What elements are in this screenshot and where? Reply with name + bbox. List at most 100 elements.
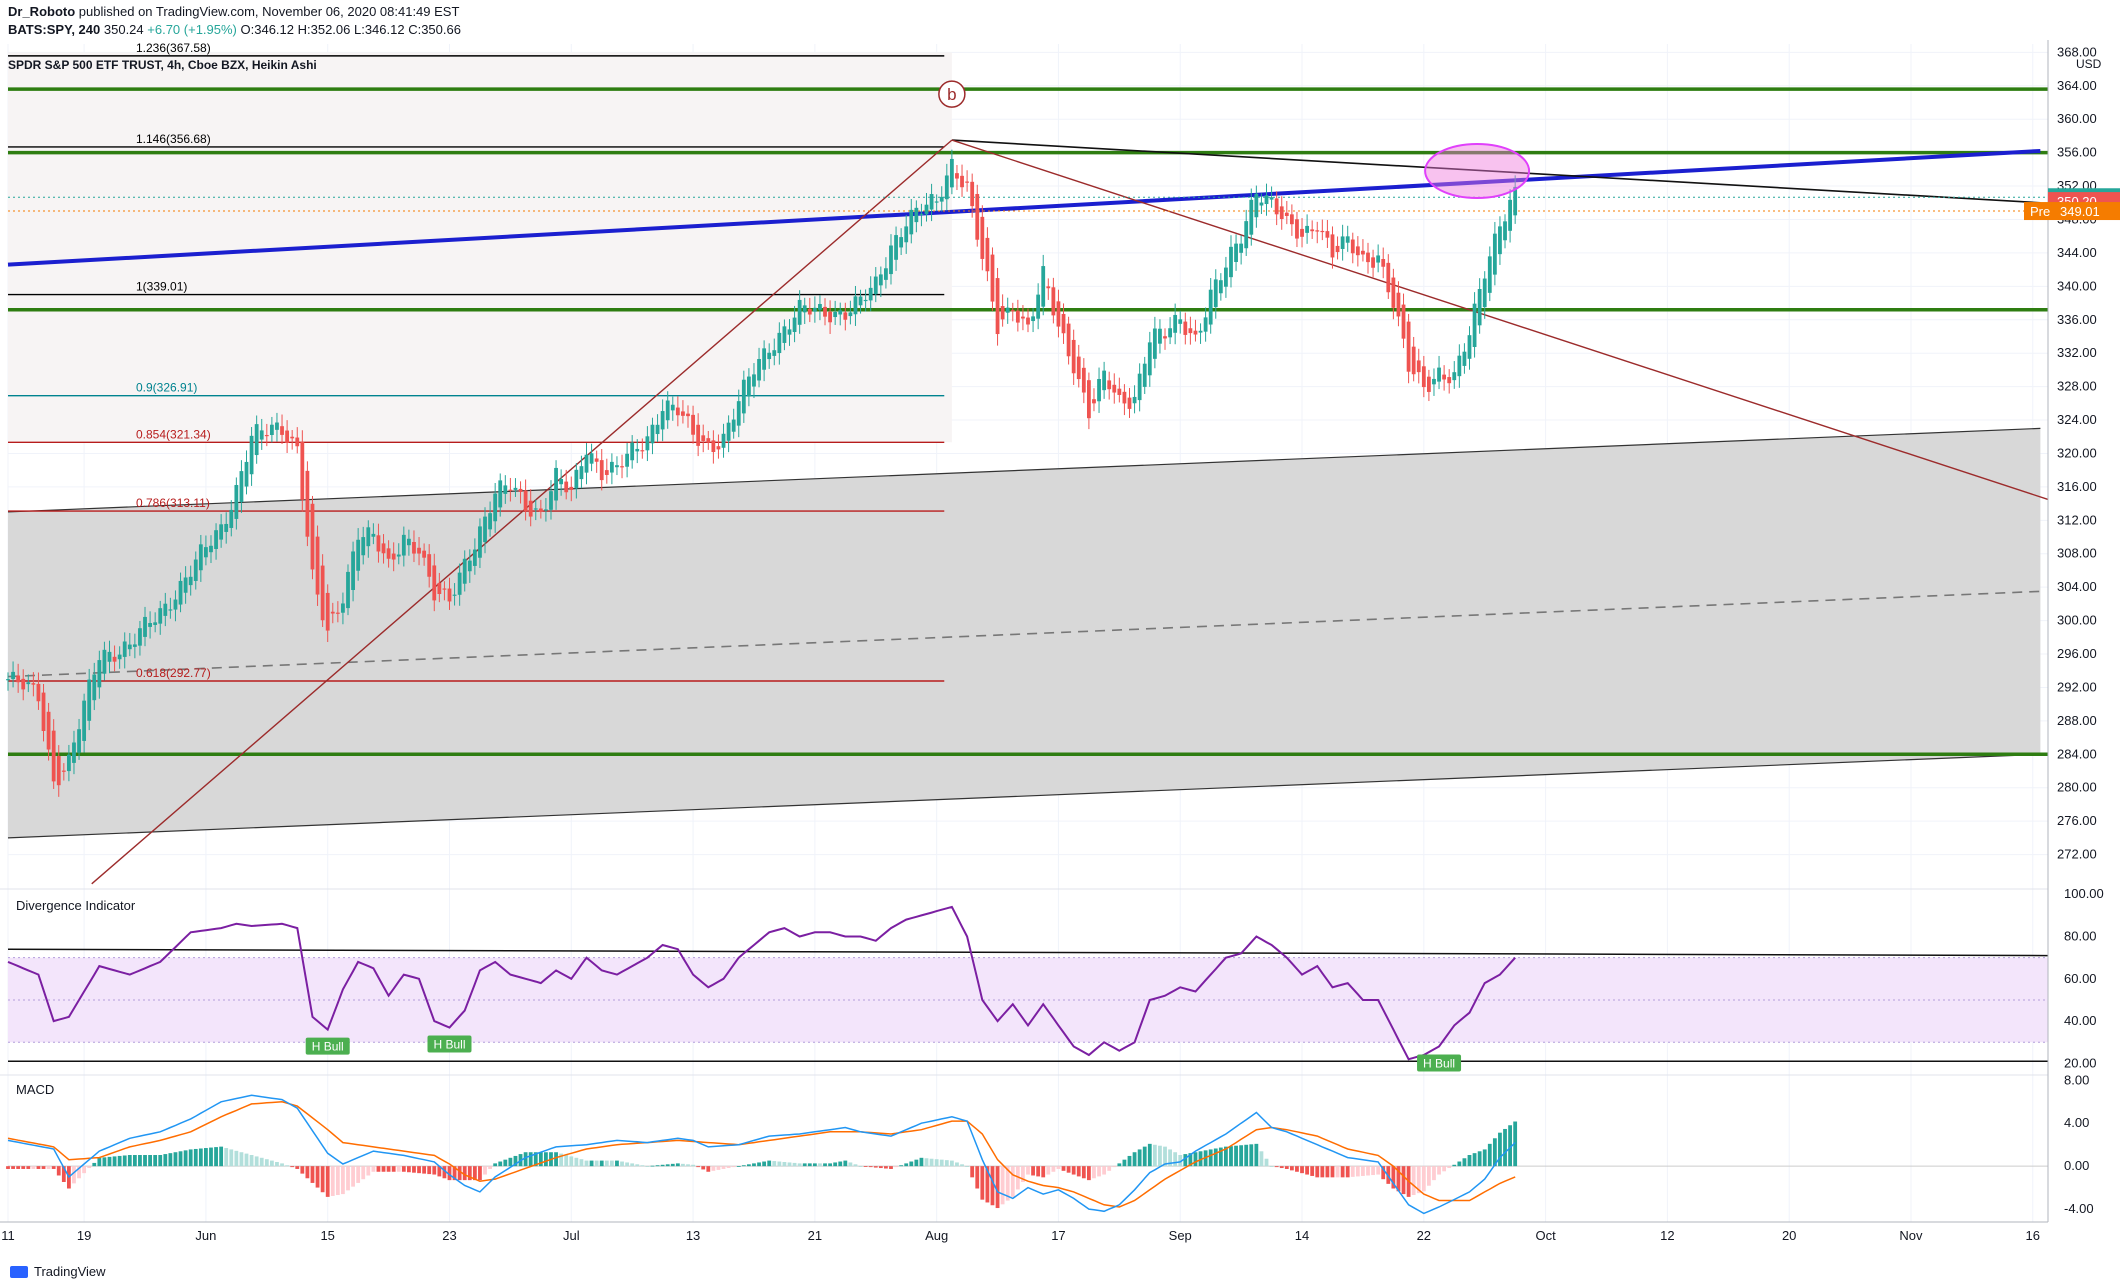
channel-bottom-line [7, 753, 2041, 839]
author-name[interactable]: Dr_Roboto [8, 4, 76, 19]
macd-hist-bar [873, 1166, 878, 1168]
macd-hist-bar [995, 1166, 1000, 1209]
macd-hist-bar [143, 1155, 147, 1167]
candle-body [148, 623, 152, 627]
macd-tick-label: 8.00 [2064, 1072, 2089, 1087]
candle-body [1152, 328, 1157, 359]
candle-body [305, 470, 310, 537]
macd-hist-bar [1371, 1166, 1375, 1176]
brown-falling-line [951, 139, 2049, 501]
macd-hist-bar [1401, 1166, 1406, 1195]
macd-hist-bar [1432, 1166, 1436, 1181]
macd-hist-bar [508, 1157, 513, 1167]
candle-body [335, 612, 340, 614]
macd-hist-bar [427, 1166, 432, 1175]
candle-body [1056, 301, 1061, 327]
candle-body [1447, 377, 1452, 384]
macd-hist-bar [782, 1161, 787, 1167]
macd-hist-bar [1208, 1149, 1213, 1167]
candle-body [153, 622, 158, 625]
macd-hist-bar [538, 1152, 543, 1167]
price-tick-label: 276.00 [2057, 813, 2097, 828]
tradingview-logo[interactable]: TradingView [10, 1264, 106, 1279]
candle-body [1503, 221, 1507, 241]
price-tick-label: 296.00 [2057, 646, 2097, 661]
macd-hist-bar [1076, 1166, 1081, 1177]
macd-hist-bar [1361, 1166, 1365, 1176]
black-trendline [951, 139, 2041, 204]
candle-body [594, 458, 599, 462]
macd-hist-bar [488, 1166, 492, 1169]
candle-body [300, 441, 305, 500]
divergence-title: Divergence Indicator [16, 898, 136, 913]
macd-hist-bar [1259, 1151, 1264, 1167]
candles [6, 149, 1518, 797]
macd-hist-bar [909, 1161, 914, 1167]
macd-hist-bar [249, 1155, 254, 1167]
macd-hist-bar [594, 1160, 599, 1167]
fib-level-label: 0.786(313.11) [136, 496, 210, 510]
macd-hist-bar [148, 1155, 152, 1167]
macd-hist-bar [1036, 1166, 1041, 1177]
candle-body [122, 641, 127, 657]
candle-body [1071, 339, 1076, 374]
candle-body [853, 296, 858, 315]
macd-hist-bar [1178, 1155, 1183, 1167]
candle-body [437, 582, 442, 595]
macd-hist-bar [396, 1166, 401, 1172]
candle-body [1355, 246, 1360, 256]
candle-body [1178, 319, 1183, 324]
candle-body [386, 548, 391, 559]
macd-hist-bar [107, 1156, 112, 1167]
candle-body [559, 478, 564, 485]
candle-body [214, 530, 218, 549]
candle-body [955, 173, 959, 179]
macd-hist-bar [706, 1166, 711, 1172]
macd-hist-bar [26, 1166, 31, 1169]
macd-hist-bar [1320, 1166, 1325, 1178]
macd-hist-bar [635, 1164, 640, 1167]
macd-tick-label: -4.00 [2064, 1201, 2094, 1216]
candle-body [584, 454, 589, 473]
h-bull-label: H Bull [1423, 1057, 1455, 1071]
macd-hist-bar [990, 1166, 995, 1206]
candle-body [46, 711, 51, 750]
candle-body [442, 588, 447, 590]
macd-hist-bar [1366, 1166, 1370, 1176]
divergence-top-trend [7, 948, 2049, 957]
candle-body [361, 537, 366, 556]
candle-body [889, 245, 893, 275]
candle-body [341, 603, 345, 613]
macd-hist-bar [330, 1166, 335, 1196]
macd-hist-bar [1061, 1166, 1066, 1171]
macd-hist-bar [1224, 1146, 1228, 1167]
candle-body [762, 348, 767, 370]
macd-hist-bar [381, 1166, 386, 1172]
price-tick-label: 272.00 [2057, 847, 2097, 862]
macd-hist-bar [31, 1166, 36, 1169]
candle-body [746, 376, 751, 397]
candle-body [640, 450, 645, 452]
candle-body [269, 424, 274, 435]
macd-hist-bar [1452, 1164, 1457, 1167]
candle-body [1426, 376, 1431, 392]
macd-signal-line [7, 1101, 1516, 1208]
macd-hist-bar [275, 1161, 279, 1167]
macd-hist-bar [1244, 1144, 1249, 1167]
candle-body [1127, 397, 1132, 409]
macd-hist-bar [650, 1165, 655, 1167]
macd-hist-bar [366, 1166, 371, 1176]
macd-hist-bar [290, 1166, 295, 1168]
candle-body [31, 683, 36, 685]
symbol-label[interactable]: BATS:SPY, 240 [8, 22, 101, 37]
macd-hist-bar [1249, 1144, 1254, 1167]
candle-body [1147, 342, 1152, 376]
candle-body [1335, 245, 1340, 253]
macd-hist-bar [564, 1155, 569, 1167]
candle-body [117, 654, 122, 660]
candle-body [884, 268, 888, 280]
price-tick-label: 300.00 [2057, 613, 2097, 628]
macd-hist-bar [1086, 1166, 1091, 1181]
macd-hist-bar [640, 1165, 645, 1167]
